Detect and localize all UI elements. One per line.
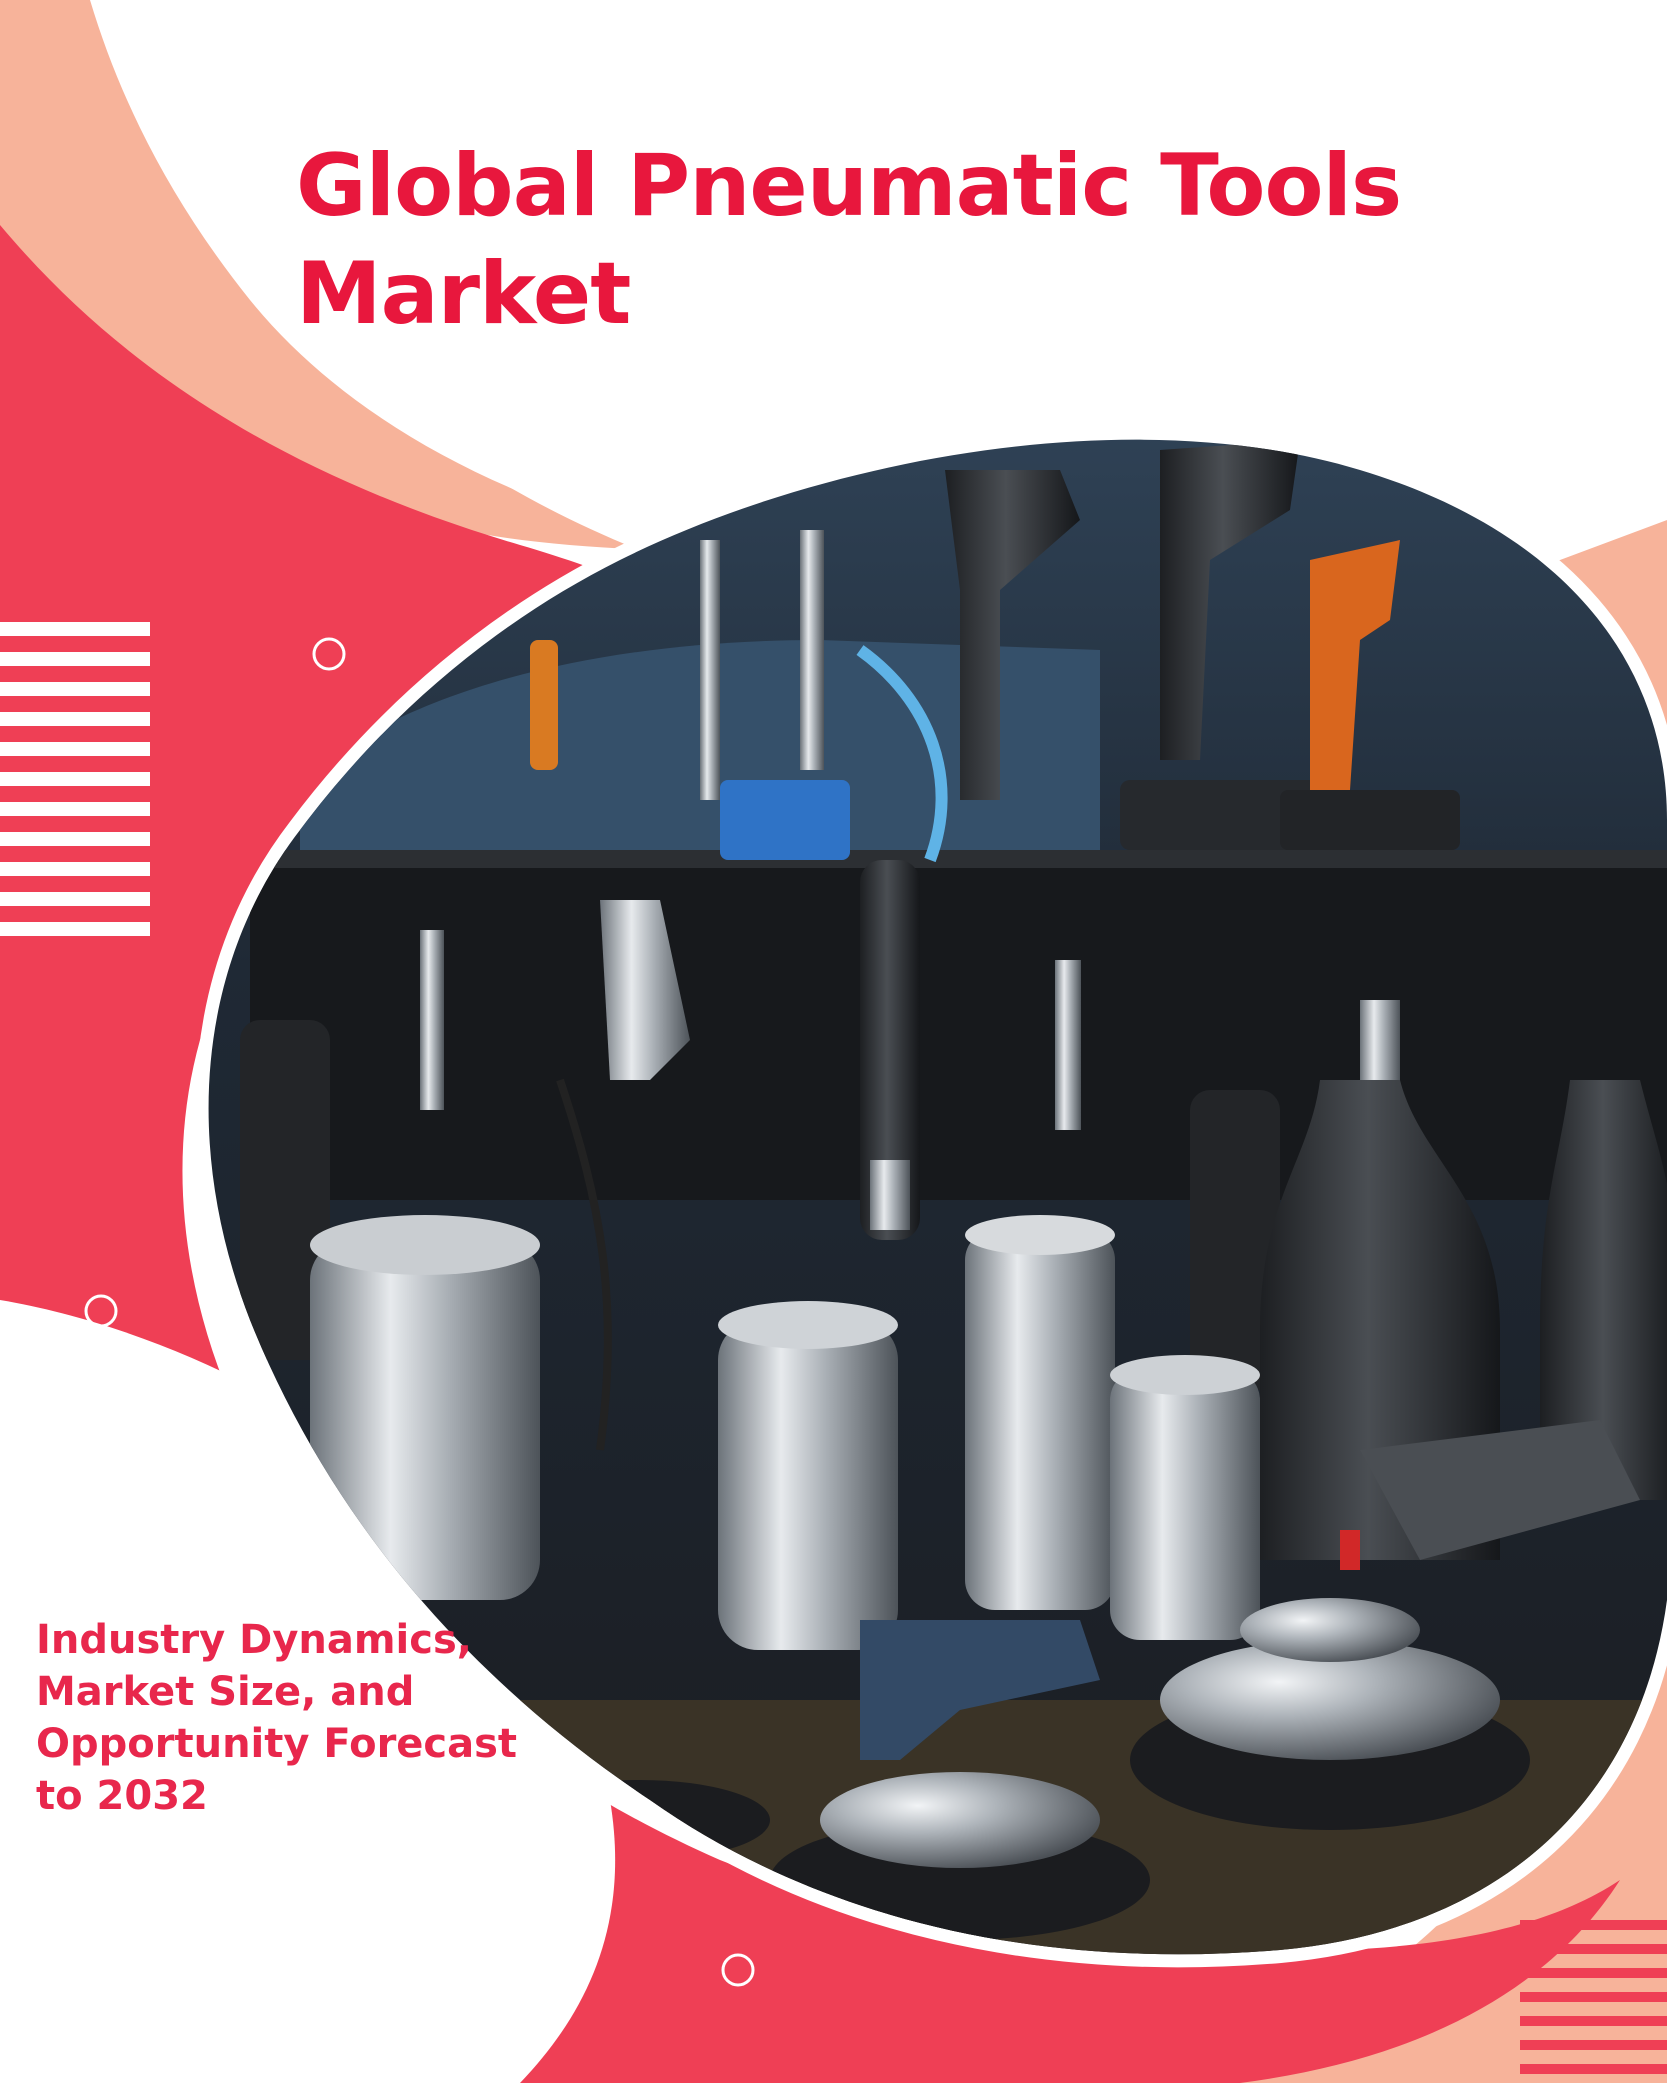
subtitle-line-4: to 2032 [36, 1773, 208, 1819]
title-line-1: Global Pneumatic Tools [296, 136, 1402, 236]
report-subtitle: Industry Dynamics, Market Size, and Oppo… [36, 1614, 596, 1822]
ring-icon [84, 1294, 118, 1328]
striped-circle-bottom-right-icon [1520, 1920, 1667, 2074]
white-lower-left-shape [0, 1300, 616, 2083]
subtitle-line-3: Opportunity Forecast [36, 1721, 518, 1767]
subtitle-line-1: Industry Dynamics, [36, 1617, 472, 1663]
red-swoosh-shape [0, 225, 1620, 2083]
ring-icon [721, 1953, 755, 1987]
striped-circle-bottom-left-icon [0, 2010, 70, 2068]
striped-circle-left-icon [0, 622, 150, 936]
title-line-2: Market [296, 244, 631, 344]
subtitle-line-2: Market Size, and [36, 1669, 415, 1715]
ring-icon [312, 637, 346, 671]
report-title: Global Pneumatic Tools Market [296, 132, 1546, 348]
